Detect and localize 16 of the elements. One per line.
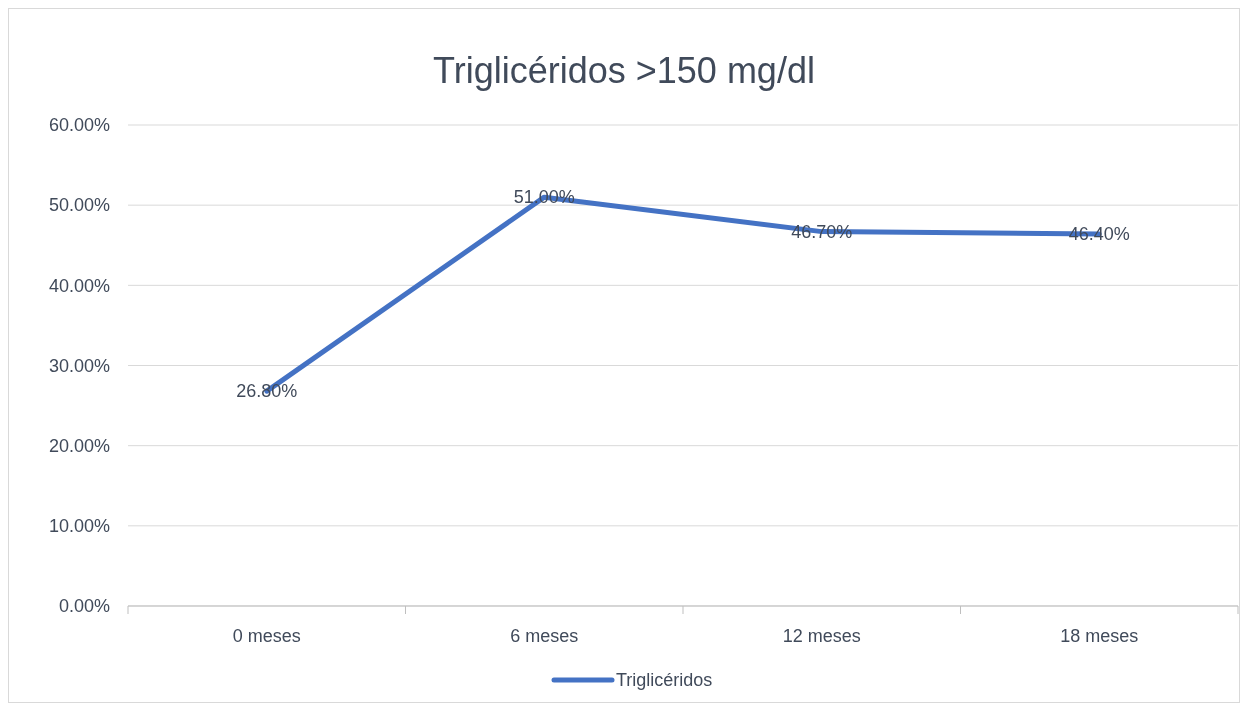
data-label: 26.80%	[236, 381, 298, 402]
y-tick-label: 30.00%	[48, 355, 110, 376]
y-tick-label: 40.00%	[48, 275, 110, 296]
y-tick-label: 10.00%	[48, 516, 110, 537]
chart-title: Triglicéridos >150 mg/dl	[433, 50, 815, 91]
x-tick-label: 12 meses	[782, 626, 861, 646]
data-label: 46.70%	[791, 221, 853, 242]
y-tick-label: 0.00%	[58, 596, 110, 617]
y-tick-label: 60.00%	[48, 115, 110, 136]
y-tick-label: 50.00%	[48, 195, 110, 216]
x-tick-label: 6 meses	[510, 626, 579, 646]
data-label: 46.40%	[1068, 224, 1130, 245]
legend-label: Triglicéridos	[616, 670, 713, 690]
x-tick-label: 18 meses	[1060, 626, 1139, 646]
y-tick-label: 20.00%	[48, 435, 110, 456]
x-tick-label: 0 meses	[232, 626, 301, 646]
